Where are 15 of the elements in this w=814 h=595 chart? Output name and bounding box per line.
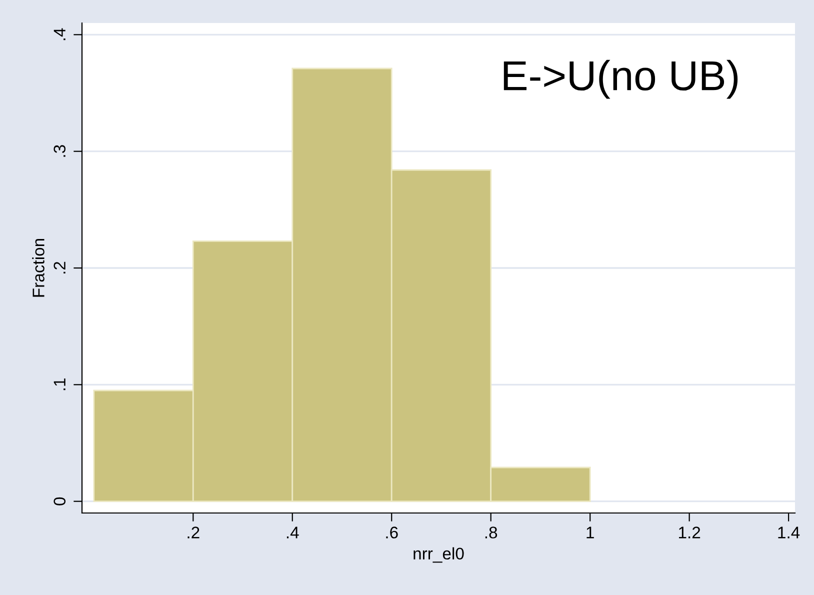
y-tick-label: .1	[54, 378, 66, 390]
y-tick-label: 0	[54, 497, 66, 506]
x-tick-label: .2	[188, 526, 200, 538]
x-tick-label: 1.2	[679, 526, 700, 538]
x-axis-title: nrr_el0	[414, 547, 464, 563]
x-tick-label: 1.4	[778, 526, 800, 538]
y-axis-title: Fraction	[32, 238, 44, 297]
annotation: E->U(no UB)	[504, 60, 738, 99]
x-tick-label: 1	[586, 526, 594, 538]
y-tick-label: .3	[54, 145, 66, 157]
x-tick-label: .4	[286, 526, 299, 538]
x-tick-label: .6	[386, 526, 398, 538]
x-tick-label: .8	[485, 526, 498, 538]
y-tick-label: .2	[54, 262, 66, 274]
y-tick-label: .4	[54, 28, 66, 40]
